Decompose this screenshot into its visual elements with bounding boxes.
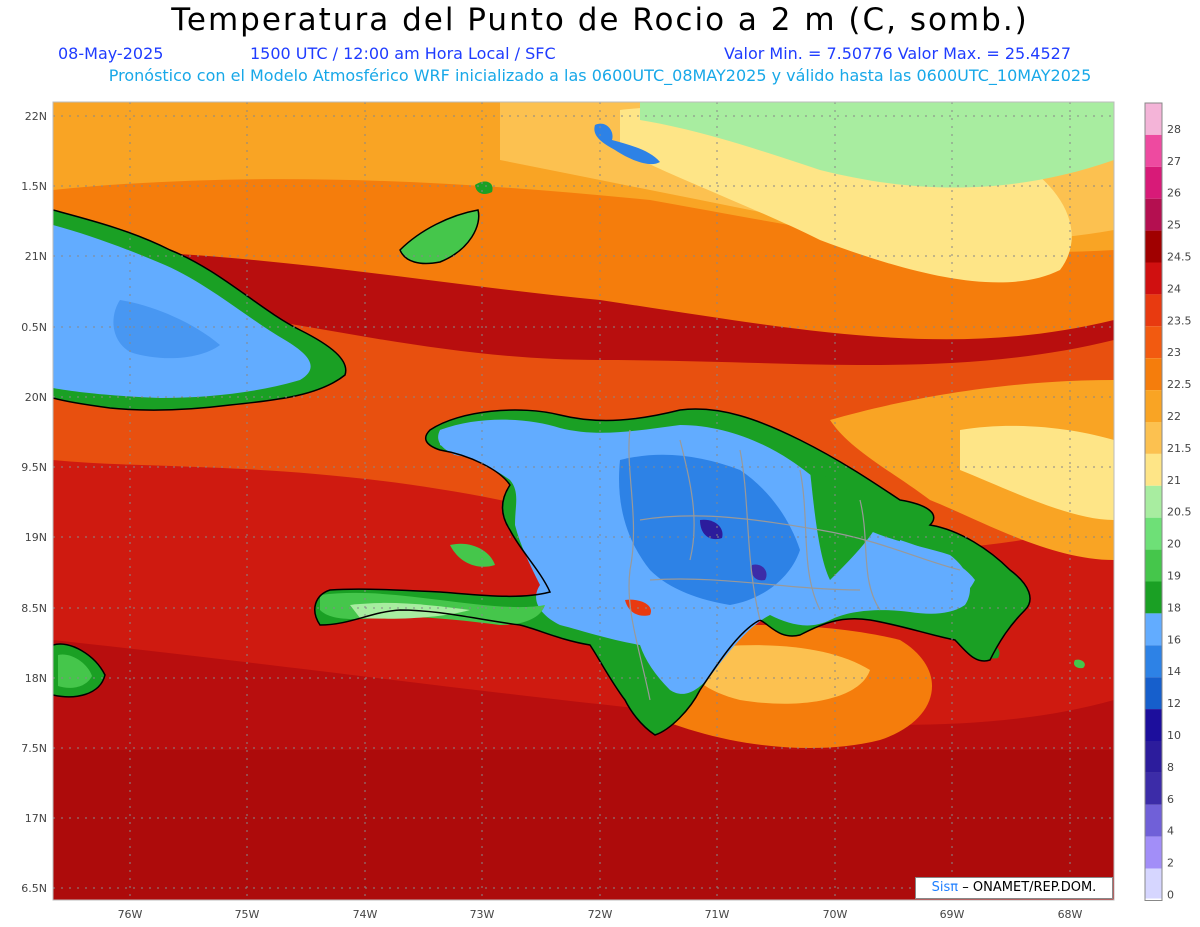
legend-label: 22.5 [1167,378,1192,391]
legend-label: 21.5 [1167,442,1192,455]
credit-box: Sisπ – ONAMET/REP.DOM. [915,877,1113,899]
lon-label: 70W [823,908,848,921]
legend-label: 24 [1167,282,1181,295]
lat-label: 19N [25,531,47,544]
legend-label: 22 [1167,410,1181,423]
lon-label: 72W [588,908,613,921]
lat-label: 0.5N [21,321,47,334]
legend-swatch [1145,390,1162,422]
lat-label: 9.5N [21,461,47,474]
lon-label: 75W [235,908,260,921]
legend-frame [1144,102,1163,901]
lon-label: 74W [353,908,378,921]
map-field [53,102,1114,900]
legend-label: 27 [1167,155,1181,168]
forecast-date: 08-May-2025 [58,44,164,63]
legend-swatch [1145,549,1162,582]
legend-swatch [1145,262,1162,295]
legend-label: 19 [1167,570,1181,583]
lat-label: 21N [25,250,47,263]
legend-swatch [1145,804,1162,837]
legend-swatch [1145,868,1162,901]
legend-label: 10 [1167,729,1181,742]
lon-label: 69W [940,908,965,921]
legend-swatch [1145,358,1162,391]
legend-label: 16 [1167,633,1181,646]
legend-label: 24.5 [1167,251,1192,264]
legend-label: 25 [1167,219,1181,232]
legend-label: 2 [1167,857,1174,870]
legend-swatch [1145,645,1162,678]
lon-label: 71W [705,908,730,921]
latitude-labels: 22N 1.5N 21N 0.5N 20N 9.5N 19N 8.5N 18N … [21,110,47,895]
legend-swatch [1145,836,1162,869]
legend-label: 14 [1167,665,1181,678]
legend-swatch [1145,453,1162,486]
plot-frame [52,101,1115,901]
legend-swatch [1145,677,1162,710]
brand-logo: Sisπ [931,880,959,895]
min-max-values: Valor Min. = 7.50776 Valor Max. = 25.452… [724,44,1072,63]
lat-label: 22N [25,110,47,123]
legend-swatch [1145,709,1162,741]
legend-label: 28 [1167,123,1181,136]
map-title: Temperatura del Punto de Rocio a 2 m (C,… [171,2,1029,38]
legend-label: 20 [1167,538,1181,551]
lon-label: 73W [470,908,495,921]
lat-label: 7.5N [21,742,47,755]
lon-label: 68W [1058,908,1083,921]
lat-label: 18N [25,672,47,685]
legend-swatch [1145,134,1162,167]
legend-swatch [1145,741,1162,773]
lat-label: 8.5N [21,602,47,615]
forecast-time: 1500 UTC / 12:00 am Hora Local / SFC [250,44,556,63]
legend-label: 0 [1167,889,1174,902]
legend-swatch [1145,294,1162,327]
lat-label: 20N [25,391,47,404]
legend-label: 6 [1167,793,1174,806]
lat-label: 1.5N [21,180,47,193]
legend-label: 20.5 [1167,506,1192,519]
legend-swatch [1145,166,1162,199]
legend-swatch [1145,772,1162,805]
lat-label: 17N [25,812,47,825]
legend-swatch [1145,422,1162,454]
color-legend: 2827262524.52423.52322.52221.52120.52019… [1144,102,1192,902]
legend-swatch [1145,485,1162,518]
lat-label: 6.5N [21,882,47,895]
legend-label: 26 [1167,187,1181,200]
longitude-labels: 76W 75W 74W 73W 72W 71W 70W 69W 68W [118,908,1083,921]
legend-swatch [1145,103,1162,135]
legend-label: 23.5 [1167,314,1192,327]
legend-label: 21 [1167,474,1181,487]
legend-swatch [1145,230,1162,263]
legend-swatch [1145,581,1162,614]
legend-swatch [1145,517,1162,550]
legend-swatch [1145,613,1162,646]
legend-label: 4 [1167,825,1174,838]
legend-swatch [1145,198,1162,231]
legend-swatch [1145,326,1162,359]
legend-label: 8 [1167,761,1174,774]
model-description: Pronóstico con el Modelo Atmosférico WRF… [108,66,1092,85]
legend-label: 18 [1167,601,1181,614]
legend-label: 12 [1167,697,1181,710]
lon-label: 76W [118,908,143,921]
legend-label: 23 [1167,346,1181,359]
credit-text: – ONAMET/REP.DOM. [962,880,1097,895]
